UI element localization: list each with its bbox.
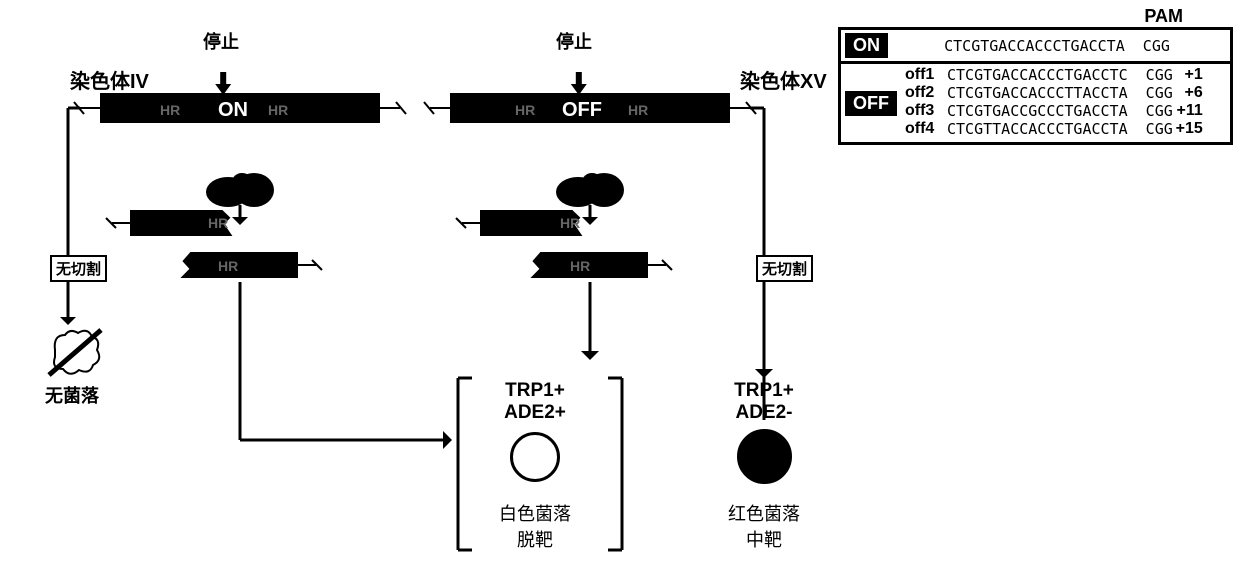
- right-cut-top-hr: HR: [560, 215, 580, 231]
- white-ade: ADE2+: [485, 402, 585, 424]
- left-cut-bot-hr: HR: [218, 258, 238, 274]
- sequence-panel: PAM ON CTCGTGACCACCCTGACCTA CGG OFF off1…: [838, 6, 1233, 145]
- no-colony-label: 无菌落: [45, 382, 99, 408]
- right-cut-bot-hr: HR: [570, 258, 590, 274]
- white-outcome-caption: 白色菌落 脱靶: [485, 500, 585, 552]
- on-seq: CTCGTGACCACCCTGACCTA CGG: [888, 37, 1226, 55]
- right-chromosome-label: 染色体XV: [740, 65, 827, 94]
- white-trp: TRP1+: [485, 380, 585, 402]
- red-caption-1: 红色菌落: [714, 500, 814, 526]
- left-hr-l: HR: [160, 102, 180, 118]
- left-no-cut-box: 无切割: [50, 255, 107, 282]
- off-badge: OFF: [845, 91, 897, 116]
- red-colony-icon: [737, 429, 792, 484]
- off-seq: CTCGTGACCACCCTTACCTA CGG: [947, 84, 1173, 102]
- right-off-badge: OFF: [562, 99, 602, 122]
- red-ade: ADE2-: [714, 402, 814, 424]
- off-name: off1: [905, 66, 947, 84]
- left-on-badge: ON: [218, 99, 248, 122]
- left-hr-r: HR: [268, 102, 288, 118]
- red-outcome-text: TRP1+ ADE2-: [714, 380, 814, 424]
- off-seq-row: off1CTCGTGACCACCCTGACCTC CGG+1: [905, 66, 1226, 84]
- no-colony-icon: [45, 325, 105, 375]
- pam-label: PAM: [838, 6, 1233, 27]
- off-idx: +15: [1173, 120, 1203, 138]
- on-badge: ON: [845, 33, 888, 58]
- right-hr-r: HR: [628, 102, 648, 118]
- off-seq-row: off3CTCGTGACCGCCCTGACCTA CGG+11: [905, 102, 1226, 120]
- red-outcome-caption: 红色菌落 中靶: [714, 500, 814, 552]
- white-outcome-text: TRP1+ ADE2+: [485, 380, 585, 424]
- off-seq-row: off2CTCGTGACCACCCTTACCTA CGG+6: [905, 84, 1226, 102]
- off-rows: off1CTCGTGACCACCCTGACCTC CGG+1off2CTCGTG…: [901, 64, 1230, 142]
- off-name: off3: [905, 102, 947, 120]
- left-cut-top-hr: HR: [208, 215, 228, 231]
- white-caption-2: 脱靶: [485, 526, 585, 552]
- off-seq: CTCGTTACCACCCTGACCTA CGG: [947, 120, 1173, 138]
- off-idx: +6: [1173, 84, 1203, 102]
- red-caption-2: 中靶: [714, 526, 814, 552]
- off-seq: CTCGTGACCACCCTGACCTC CGG: [947, 66, 1173, 84]
- off-seq-row: off4CTCGTTACCACCCTGACCTA CGG+15: [905, 120, 1226, 138]
- right-stop-label: 停止: [556, 28, 592, 54]
- off-name: off4: [905, 120, 947, 138]
- right-no-cut-box: 无切割: [756, 255, 813, 282]
- white-colony-icon: [510, 432, 560, 482]
- off-seq: CTCGTGACCGCCCTGACCTA CGG: [947, 102, 1173, 120]
- left-stop-label: 停止: [203, 28, 239, 54]
- off-idx: +1: [1173, 66, 1203, 84]
- off-idx: +11: [1173, 102, 1203, 120]
- off-name: off2: [905, 84, 947, 102]
- right-hr-l: HR: [515, 102, 535, 118]
- left-chromosome-label: 染色体IV: [70, 65, 149, 94]
- red-trp: TRP1+: [714, 380, 814, 402]
- white-caption-1: 白色菌落: [485, 500, 585, 526]
